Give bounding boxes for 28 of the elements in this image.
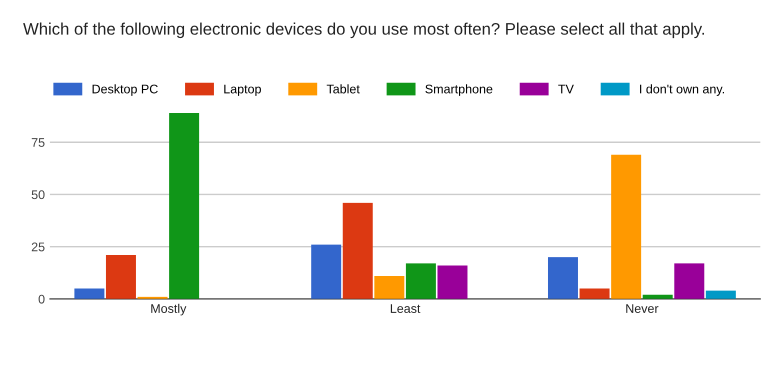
chart-title: Which of the following electronic devices do you use most often? Please select all that apply. [23, 22, 704, 38]
bar [311, 244, 342, 299]
legend-label: Desktop PC [92, 84, 158, 96]
x-tick-label: Least [390, 304, 420, 313]
y-tick-label: 50 [32, 190, 45, 200]
legend-label: Smartphone [425, 84, 492, 96]
bar [548, 257, 578, 299]
bar [706, 290, 736, 299]
bar [342, 202, 373, 299]
legend-label: Tablet [326, 84, 360, 94]
bar [74, 288, 104, 299]
bar [437, 266, 468, 299]
y-tick-label: 75 [32, 138, 45, 147]
x-tick-label: Never [626, 304, 658, 313]
y-tick-label: 0 [38, 294, 45, 304]
bar [169, 113, 200, 299]
legend-label: I don't own any. [640, 84, 724, 96]
bar [406, 263, 436, 299]
bar [642, 294, 673, 299]
bar [106, 255, 136, 299]
bar [374, 276, 404, 299]
legend-label: TV [558, 84, 574, 94]
legend-label: Laptop [224, 84, 261, 96]
bar [674, 263, 704, 299]
y-tick-label: 25 [32, 242, 45, 252]
bar [580, 288, 610, 299]
x-tick-label: Mostly [151, 304, 186, 316]
bar [611, 154, 642, 299]
